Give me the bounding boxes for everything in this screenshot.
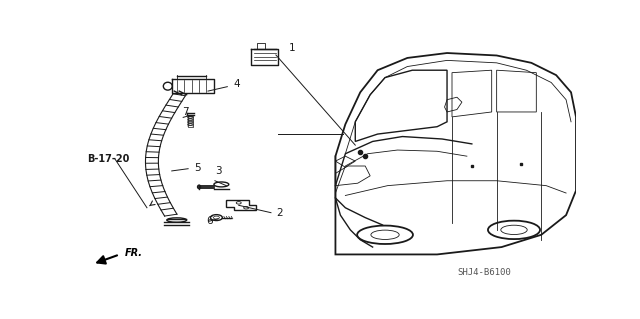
Text: SHJ4-B6100: SHJ4-B6100 [457, 268, 511, 277]
Text: B-17-20: B-17-20 [88, 154, 130, 164]
Text: 2: 2 [276, 208, 282, 218]
Text: 4: 4 [234, 79, 241, 89]
Text: 3: 3 [216, 166, 222, 176]
Text: FR.: FR. [125, 248, 143, 258]
Text: 6: 6 [206, 216, 213, 226]
Text: 1: 1 [288, 43, 295, 53]
Text: 5: 5 [194, 163, 201, 174]
Text: 7: 7 [182, 107, 189, 117]
